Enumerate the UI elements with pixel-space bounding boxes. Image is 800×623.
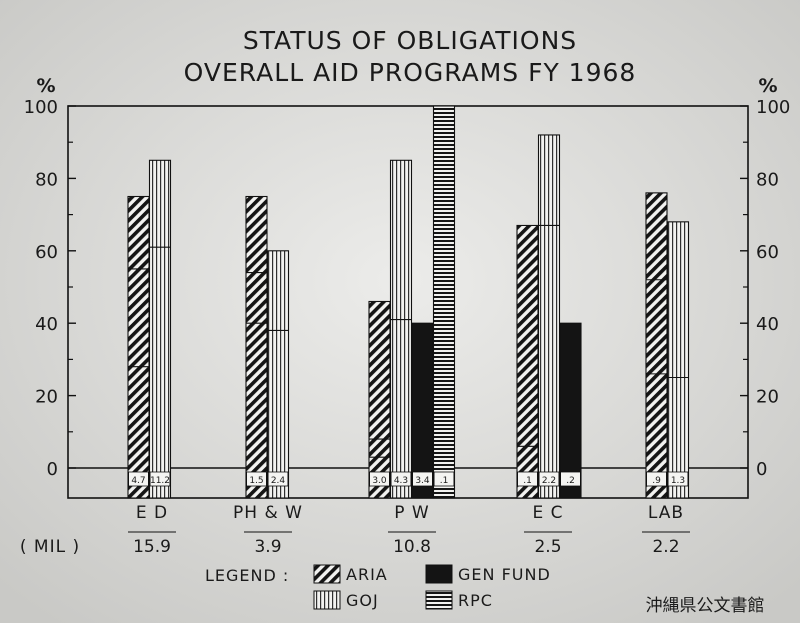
bar-aria: [516, 224, 539, 499]
category-label: LAB: [648, 503, 684, 523]
legend-label: ARIA: [346, 565, 388, 584]
total-value: 2.2: [652, 537, 679, 557]
category-labels: E D PH & W P W E C LAB: [136, 503, 684, 523]
amount-label: .1: [440, 476, 449, 486]
y-tick-label-right: 60: [756, 242, 779, 263]
category-label: E C: [532, 503, 563, 523]
y-tick-label-right: 20: [756, 387, 779, 408]
bars: 4.7 11.2 1.5 2.4 3.0 4.3 3.4 .1 .1 2.2 .2 .9 1.3: [127, 105, 690, 499]
y-tick-label-right: 100: [756, 97, 790, 118]
legend-swatch-gen-fund: [425, 564, 453, 584]
y-tick-label-right: 40: [756, 314, 779, 335]
chart-title-line-1: STATUS OF OBLIGATIONS: [243, 26, 577, 55]
legend-swatch-rpc: [425, 590, 453, 610]
bar-aria: [127, 195, 150, 499]
y-tick-label-left: 40: [35, 314, 58, 335]
bar-aria: [645, 192, 668, 499]
bar-goj: [537, 134, 561, 499]
bar-rpc: [432, 105, 456, 499]
y-tick-label-left: 20: [35, 387, 58, 408]
y-tick-label-left: 80: [35, 169, 58, 190]
bar-aria: [368, 300, 391, 499]
legend-title: LEGEND :: [205, 566, 289, 585]
y-tick-label-right: 80: [756, 169, 779, 190]
legend: ARIA GOJ GEN FUND RPC: [313, 564, 551, 610]
amount-label: 2.4: [271, 476, 286, 486]
amount-label-box: [667, 471, 689, 487]
amount-label-box: [246, 471, 267, 487]
category-label: P W: [394, 503, 429, 523]
total-value: 3.9: [254, 537, 281, 557]
amount-label: 3.0: [372, 476, 387, 486]
y-tick-label-left: 100: [24, 97, 58, 118]
y-axis-label-left: %: [36, 75, 55, 97]
y-axis-ticks: 0 0 20 20 40 40 60 60 80 80 100 100: [24, 97, 791, 480]
chart-title-line-2: OVERALL AID PROGRAMS FY 1968: [184, 58, 637, 87]
legend-label: GEN FUND: [458, 565, 551, 584]
bar-gen-fund: [559, 322, 582, 499]
amount-label: .1: [523, 476, 532, 486]
amount-label: 11.2: [150, 476, 170, 486]
amount-label: .9: [652, 476, 661, 486]
bar-goj: [148, 159, 172, 499]
category-label: E D: [136, 503, 168, 523]
amount-label-box: [560, 471, 581, 487]
y-tick-label-left: 0: [47, 459, 58, 480]
total-value: 2.5: [534, 537, 561, 557]
watermark-text: 沖縄県公文書館: [646, 596, 765, 616]
y-axis-label-right: %: [758, 75, 777, 97]
amount-label-box: [369, 471, 390, 487]
amount-label: 4.3: [394, 476, 408, 486]
amount-label-box: [646, 471, 667, 487]
y-tick-label-right: 0: [756, 459, 767, 480]
bar-goj: [266, 250, 290, 499]
amount-label: 1.3: [671, 476, 685, 486]
y-tick-label-left: 60: [35, 242, 58, 263]
total-value: 10.8: [393, 537, 431, 557]
amount-label-box: [128, 471, 149, 487]
total-value: 15.9: [133, 537, 171, 557]
amount-label-box: [433, 471, 455, 487]
amount-label-box: [538, 471, 560, 487]
legend-label: RPC: [458, 591, 493, 610]
bar-goj: [666, 221, 690, 499]
legend-label: GOJ: [346, 591, 379, 610]
category-label: PH & W: [233, 503, 303, 523]
amount-label-box: [412, 471, 433, 487]
legend-swatch-aria: [313, 564, 341, 584]
bar-goj: [389, 159, 413, 499]
amount-label-box: [149, 471, 171, 487]
amount-label: 2.2: [542, 476, 556, 486]
amount-label: 3.4: [415, 476, 430, 486]
bar-aria: [245, 195, 268, 499]
amount-label-box: [267, 471, 289, 487]
mil-row-label: ( MIL ): [20, 537, 80, 557]
amount-label: 4.7: [131, 476, 145, 486]
legend-swatch-goj: [313, 590, 341, 610]
amount-label-box: [390, 471, 412, 487]
amount-label: 1.5: [249, 476, 263, 486]
amount-label-box: [517, 471, 538, 487]
totals-row: 15.9 3.9 10.8 2.5 2.2: [128, 531, 690, 557]
amount-label: .2: [566, 476, 575, 486]
